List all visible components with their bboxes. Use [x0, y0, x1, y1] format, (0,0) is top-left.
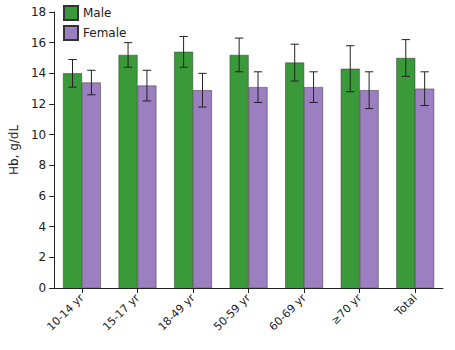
svg-text:Hb, g/dL: Hb, g/dL [7, 125, 21, 176]
svg-text:14: 14 [31, 66, 46, 80]
svg-text:≥70 yr: ≥70 yr [328, 291, 364, 327]
svg-text:50-59 yr: 50-59 yr [211, 291, 253, 333]
svg-text:2: 2 [39, 250, 47, 264]
svg-text:Female: Female [83, 26, 126, 40]
svg-text:10: 10 [31, 128, 46, 142]
svg-text:18-49 yr: 18-49 yr [156, 291, 198, 333]
svg-text:16: 16 [31, 36, 46, 50]
svg-text:18: 18 [31, 5, 46, 19]
svg-text:15-17 yr: 15-17 yr [100, 291, 142, 333]
svg-text:4: 4 [39, 220, 47, 234]
svg-text:12: 12 [31, 97, 46, 111]
svg-text:Total: Total [392, 291, 420, 319]
svg-text:10-14 yr: 10-14 yr [45, 291, 87, 333]
svg-text:6: 6 [39, 189, 47, 203]
svg-text:Male: Male [83, 6, 111, 20]
svg-text:0: 0 [39, 281, 47, 295]
svg-text:8: 8 [39, 158, 47, 172]
svg-text:60-69 yr: 60-69 yr [267, 291, 309, 333]
